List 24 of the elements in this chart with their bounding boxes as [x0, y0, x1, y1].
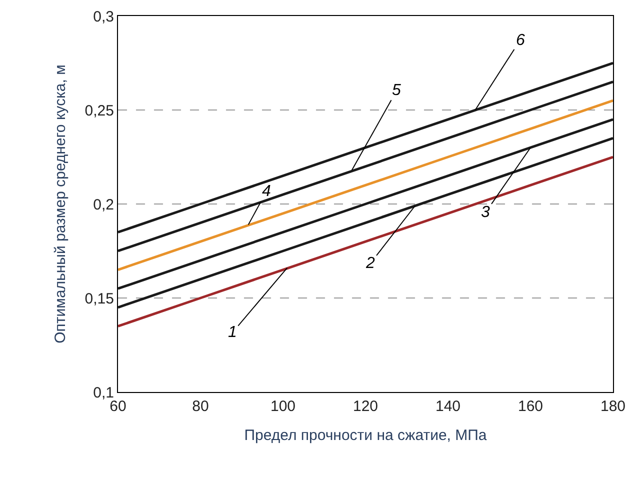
annotation: 4 — [262, 183, 271, 200]
line-series — [118, 99, 613, 272]
annotation: 5 — [392, 82, 401, 99]
x-tick-label: 100 — [270, 398, 296, 415]
line-series — [118, 118, 613, 290]
x-tick-label: 120 — [352, 398, 378, 415]
line-series — [118, 80, 613, 252]
x-tick-label: 80 — [192, 398, 209, 415]
y-tick-label: 0,15 — [84, 290, 114, 308]
x-tick-label: 160 — [518, 398, 544, 415]
annotation: 6 — [516, 32, 525, 49]
x-tick-label: 140 — [435, 398, 461, 415]
annotation: 2 — [365, 255, 375, 272]
x-axis-title: Предел прочности на сжатие, МПа — [244, 427, 488, 444]
annotation: 3 — [481, 204, 490, 221]
line-series — [118, 156, 613, 328]
y-tick-label: 0,2 — [93, 196, 114, 214]
x-tick-label: 180 — [600, 398, 626, 415]
annotation: 1 — [228, 324, 237, 341]
y-axis-title: Оптимальный размер среднего куска, м — [52, 64, 70, 344]
line-series — [118, 136, 613, 309]
y-tick-label: 0,25 — [84, 102, 114, 120]
line-series — [118, 62, 613, 234]
y-tick-label: 0,3 — [93, 8, 114, 26]
